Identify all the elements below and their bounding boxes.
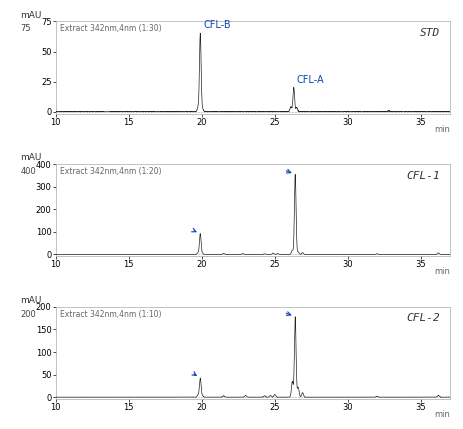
Text: min: min [433, 267, 449, 276]
Text: mAU: mAU [20, 153, 42, 162]
Text: CFL-A: CFL-A [296, 75, 324, 85]
Text: Extract 342nm,4nm (1:10): Extract 342nm,4nm (1:10) [59, 310, 161, 319]
Text: CFL-B: CFL-B [203, 20, 230, 30]
Text: min: min [433, 124, 449, 133]
Text: mAU: mAU [20, 11, 42, 20]
Text: STD: STD [419, 28, 439, 38]
Text: 400: 400 [20, 167, 36, 176]
Text: Extract 342nm,4nm (1:20): Extract 342nm,4nm (1:20) [59, 167, 161, 176]
Text: 75: 75 [20, 24, 31, 33]
Text: 200: 200 [20, 310, 36, 319]
Text: min: min [433, 410, 449, 419]
Text: CFL-1: CFL-1 [406, 171, 439, 181]
Text: Extract 342nm,4nm (1:30): Extract 342nm,4nm (1:30) [59, 24, 161, 33]
Text: CFL-2: CFL-2 [406, 313, 439, 323]
Text: mAU: mAU [20, 296, 42, 305]
